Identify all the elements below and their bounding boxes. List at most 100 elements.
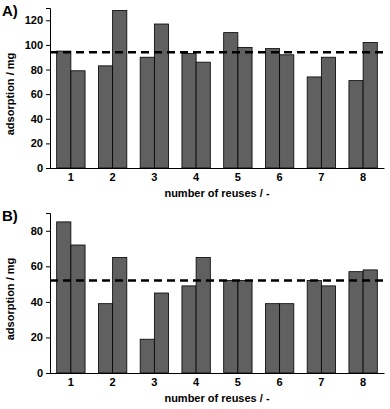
y-axis-title: adsorption / mg (4, 53, 16, 136)
tick: 60 (31, 88, 50, 100)
panel-title: B) (2, 207, 18, 224)
tick-mark (46, 266, 50, 267)
marks (50, 222, 384, 373)
y-axis: 0 20 40 60 80 (31, 214, 51, 380)
tick: 6 (277, 168, 283, 183)
bar (265, 304, 279, 373)
plot-area: 0 20 40 60 80 1 2 3 4 5 6 7 8 (31, 214, 385, 388)
tick: 60 (31, 260, 50, 272)
tick: 0 (37, 367, 50, 379)
bar (98, 304, 112, 373)
bar (57, 222, 71, 373)
panel-title: A) (2, 2, 18, 19)
tick: 4 (193, 373, 200, 388)
tick-mark (46, 302, 50, 303)
bar (363, 42, 377, 168)
tick-label: 20 (31, 331, 43, 343)
tick-label: 80 (31, 225, 43, 237)
axis-line (51, 373, 385, 374)
bar (321, 57, 335, 168)
tick: 7 (318, 168, 324, 183)
bar (113, 257, 127, 373)
x-axis: 1 2 3 4 5 6 7 8 (51, 373, 385, 388)
tick: 5 (235, 373, 241, 388)
tick: 1 (68, 168, 74, 183)
tick: 3 (151, 373, 157, 388)
tick-mark (46, 373, 50, 374)
mean-line (50, 51, 384, 54)
bar (238, 47, 252, 168)
tick-label: 0 (37, 162, 43, 174)
bar-series (71, 245, 377, 373)
tick-label: 2 (110, 376, 116, 388)
bar (307, 281, 321, 373)
bar (154, 24, 168, 168)
tick-label: 60 (31, 260, 43, 272)
x-axis: 1 2 3 4 5 6 7 8 (51, 168, 385, 183)
bar (196, 257, 210, 373)
plot-area: 02040608010012012345678 (25, 9, 385, 183)
bar (349, 272, 363, 373)
tick: 4 (193, 168, 200, 183)
tick-label: 7 (318, 376, 324, 388)
tick: 100 (25, 39, 50, 51)
tick: 0 (37, 162, 50, 174)
axis-line (46, 9, 51, 169)
tick-label: 100 (25, 39, 43, 51)
y-axis: 020406080100120 (25, 9, 51, 175)
x-axis-title: number of reuses / - (164, 187, 269, 199)
tick-label: 8 (360, 171, 366, 183)
tick-label: 6 (277, 376, 283, 388)
x-axis-title: number of reuses / - (164, 392, 269, 404)
tick: 8 (360, 373, 366, 388)
tick: 1 (68, 373, 74, 388)
tick: 5 (235, 168, 241, 183)
tick-label: 60 (31, 88, 43, 100)
tick-label: 20 (31, 137, 43, 149)
tick-label: 5 (235, 376, 241, 388)
tick-mark (46, 143, 50, 144)
tick: 2 (110, 168, 116, 183)
bar (363, 270, 377, 373)
bar (57, 51, 71, 168)
bar (224, 281, 238, 373)
tick-mark (46, 231, 50, 232)
bar (71, 245, 85, 373)
bar-series (57, 222, 363, 373)
tick: 3 (151, 168, 157, 183)
tick: 8 (360, 168, 366, 183)
tick-label: 0 (37, 367, 43, 379)
bar (307, 77, 321, 168)
tick-label: 40 (31, 296, 43, 308)
tick-label: 1 (68, 376, 74, 388)
tick: 2 (110, 373, 116, 388)
tick: 20 (31, 137, 50, 149)
tick: 40 (31, 113, 50, 125)
panel: 02040608012345678B)number of reuses / -a… (2, 207, 385, 404)
axis-line (51, 168, 385, 169)
bar-series (71, 10, 377, 168)
tick: 80 (31, 225, 50, 237)
tick-label: 1 (68, 171, 74, 183)
tick-label: 3 (151, 376, 157, 388)
tick-label: 6 (277, 171, 283, 183)
bar (280, 55, 294, 168)
bar (140, 339, 154, 373)
axis-line (46, 214, 51, 374)
tick-label: 8 (360, 376, 366, 388)
tick: 20 (31, 331, 50, 343)
tick: 120 (25, 14, 50, 26)
marks (50, 10, 384, 168)
tick-mark (46, 337, 50, 338)
tick-label: 3 (151, 171, 157, 183)
panel: 02040608010012012345678A)number of reuse… (2, 2, 385, 199)
tick-label: 5 (235, 171, 241, 183)
bar (182, 286, 196, 373)
bar (154, 293, 168, 373)
tick-mark (46, 70, 50, 71)
tick-label: 7 (318, 171, 324, 183)
tick-label: 40 (31, 113, 43, 125)
tick-label: 120 (25, 14, 43, 26)
bar (71, 71, 85, 168)
bar (182, 54, 196, 168)
